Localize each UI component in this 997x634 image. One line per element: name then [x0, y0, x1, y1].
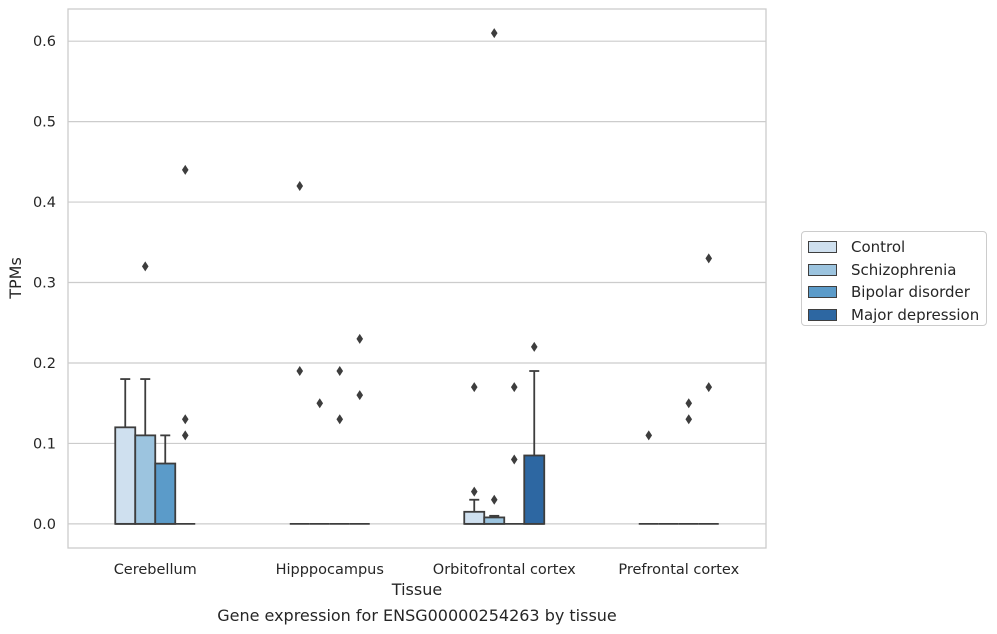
outlier-point	[685, 414, 693, 425]
y-tick-labels: 0.0 0.1 0.2 0.3 0.4 0.5 0.6	[33, 34, 56, 533]
y-tick-label: 0.2	[33, 356, 56, 372]
outlier-point	[510, 382, 518, 393]
outlier-point	[296, 366, 304, 377]
box-0-2	[463, 382, 486, 525]
y-tick-label: 0.0	[33, 517, 56, 533]
box-1-2	[483, 28, 506, 525]
y-tick-label: 0.6	[33, 34, 56, 50]
legend-label: Major depression	[851, 305, 980, 324]
figure-caption: Gene expression for ENSG00000254263 by t…	[217, 606, 617, 625]
legend-swatch	[808, 241, 837, 254]
y-tick-label: 0.1	[33, 436, 56, 452]
legend-label: Bipolar disorder	[851, 283, 970, 302]
outlier-point	[685, 398, 693, 409]
outlier-point	[356, 390, 364, 401]
legend-label: Schizophrenia	[851, 260, 957, 279]
y-axis-label: TPMs	[6, 257, 25, 300]
box-3-2	[523, 341, 546, 525]
box	[463, 510, 486, 525]
box-0-1	[289, 180, 310, 525]
box	[483, 516, 506, 525]
x-axis-label: Tissue	[391, 580, 442, 599]
x-tick-label: Prefrontal cortex	[618, 562, 739, 578]
outlier-point	[296, 180, 304, 191]
outlier-point	[645, 430, 653, 441]
outlier-point	[470, 486, 478, 497]
legend-swatch	[808, 263, 837, 276]
outlier-point	[490, 28, 498, 39]
y-tick-label: 0.3	[33, 276, 56, 292]
box	[134, 434, 157, 525]
box-3-3	[698, 253, 719, 525]
outlier-point	[181, 414, 189, 425]
legend-item: Control	[808, 236, 986, 259]
legend-item: Schizophrenia	[808, 259, 986, 282]
outlier-point	[490, 494, 498, 505]
legend: Control Schizophrenia Bipolar disorder Majo…	[801, 231, 987, 326]
box	[523, 454, 546, 525]
grid-lines	[68, 40, 766, 525]
outlier-point	[316, 398, 324, 409]
box-2-2	[504, 382, 525, 525]
outlier-point	[470, 382, 478, 393]
legend-swatch	[808, 286, 837, 299]
outlier-point	[356, 333, 364, 344]
box	[154, 462, 177, 525]
outlier-point	[530, 341, 538, 352]
box-2-1	[329, 366, 350, 525]
x-tick-label: Hipppocampus	[276, 562, 384, 578]
box-0-0	[114, 378, 137, 525]
outlier-point	[336, 366, 344, 377]
outlier-point	[181, 430, 189, 441]
box-2-3	[678, 398, 699, 525]
legend-label: Control	[851, 238, 906, 257]
legend-swatch	[808, 308, 837, 321]
outlier-point	[705, 382, 713, 393]
outlier-point	[141, 261, 149, 272]
box-1-1	[309, 398, 330, 525]
outlier-point	[510, 454, 518, 465]
y-tick-label: 0.5	[33, 115, 56, 131]
x-tick-label: Cerebellum	[114, 562, 197, 578]
x-tick-label: Orbitofrontal cortex	[433, 562, 576, 578]
x-tick-labels: Cerebellum Hipppocampus Orbitofrontal cort…	[114, 562, 740, 578]
box-1-0	[134, 261, 157, 525]
box-0-3	[638, 430, 659, 525]
outlier-point	[181, 164, 189, 175]
outlier-point	[336, 414, 344, 425]
box	[114, 426, 137, 525]
legend-item: Major depression	[808, 304, 986, 327]
box-3-0	[175, 164, 196, 525]
box-3-1	[349, 333, 370, 525]
box-2-0	[154, 434, 177, 525]
legend-item: Bipolar disorder	[808, 281, 986, 304]
y-tick-label: 0.4	[33, 195, 56, 211]
box-plot-series	[114, 28, 719, 525]
plot-frame	[67, 8, 767, 549]
outlier-point	[705, 253, 713, 264]
